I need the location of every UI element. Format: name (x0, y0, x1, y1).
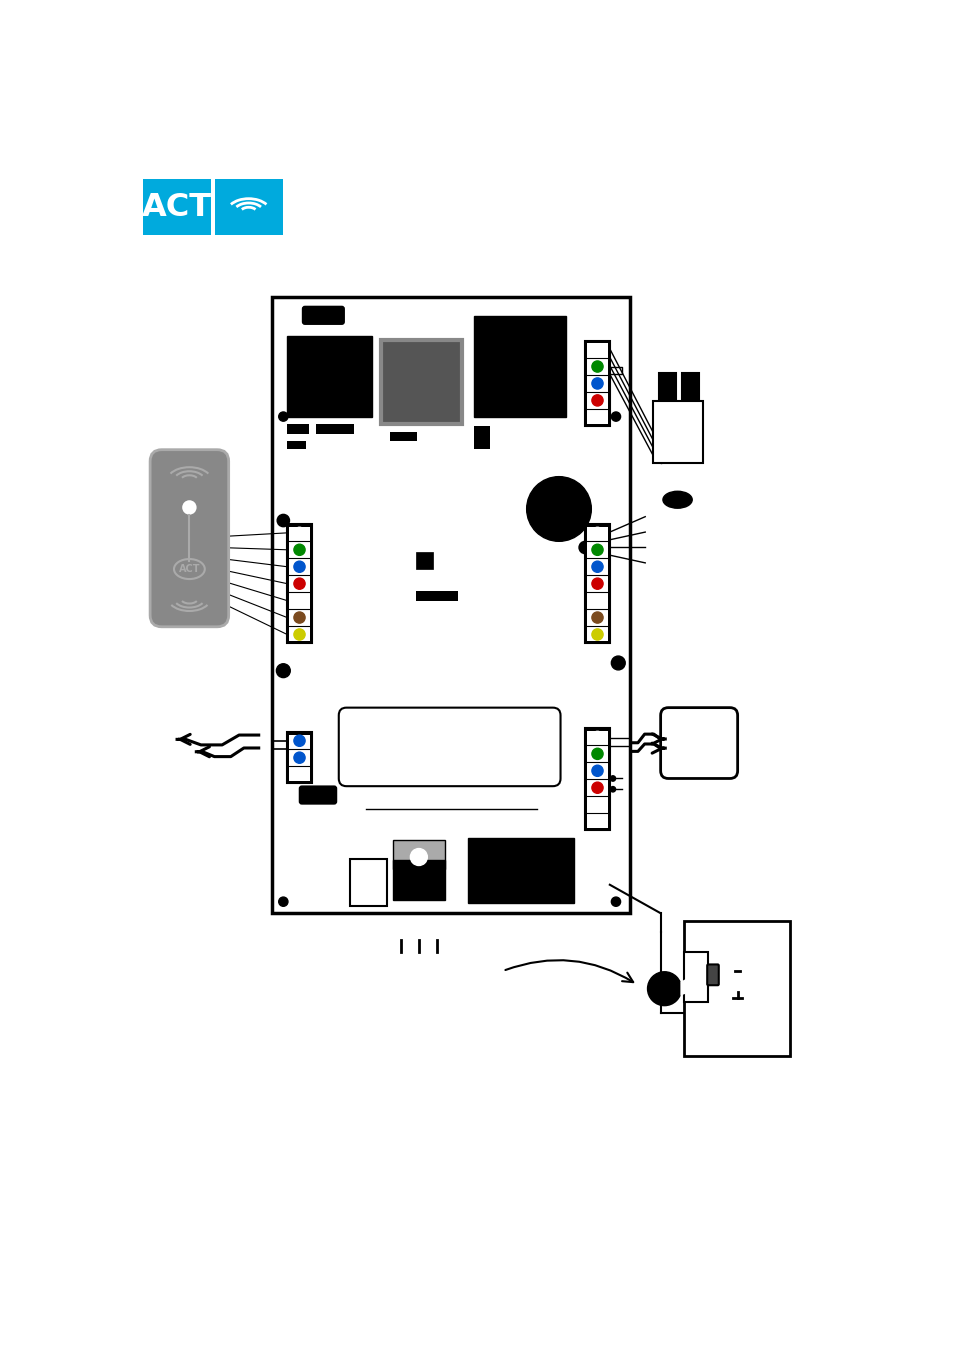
FancyBboxPatch shape (659, 708, 737, 779)
Circle shape (578, 542, 591, 554)
Bar (289, 735, 309, 781)
Circle shape (591, 561, 602, 573)
Circle shape (647, 972, 680, 1006)
Bar (214, 180, 282, 234)
Circle shape (591, 578, 602, 589)
Circle shape (294, 628, 305, 640)
Bar (389, 432, 416, 441)
Circle shape (294, 594, 305, 607)
Circle shape (276, 663, 290, 677)
Circle shape (294, 527, 305, 539)
Bar (416, 590, 457, 601)
Bar (683, 921, 789, 1056)
Circle shape (728, 994, 745, 1010)
Bar (393, 839, 444, 869)
Circle shape (526, 477, 591, 542)
Circle shape (591, 344, 602, 355)
Circle shape (278, 412, 288, 421)
Bar (473, 317, 565, 417)
Text: ACT: ACT (142, 192, 212, 222)
Circle shape (277, 515, 289, 527)
Bar (381, 340, 461, 424)
Bar (289, 527, 309, 640)
Circle shape (732, 971, 742, 982)
Circle shape (278, 898, 288, 906)
Bar (587, 731, 607, 827)
Bar (683, 952, 708, 1002)
Bar (416, 552, 433, 569)
Bar (473, 425, 490, 450)
Bar (584, 524, 609, 643)
Circle shape (591, 412, 602, 422)
Circle shape (591, 765, 602, 776)
FancyBboxPatch shape (706, 964, 718, 986)
Bar (652, 401, 702, 463)
Bar (587, 344, 607, 424)
Circle shape (591, 544, 602, 555)
Circle shape (294, 735, 305, 746)
Circle shape (591, 594, 602, 607)
Circle shape (298, 825, 333, 858)
Circle shape (611, 657, 624, 670)
Circle shape (294, 751, 305, 764)
Bar (287, 441, 306, 450)
Ellipse shape (662, 492, 692, 508)
Bar (287, 524, 312, 643)
Bar (315, 424, 354, 433)
Circle shape (591, 527, 602, 539)
Bar (584, 341, 609, 425)
FancyBboxPatch shape (338, 708, 560, 787)
Circle shape (591, 395, 602, 406)
Bar (287, 733, 312, 783)
Circle shape (294, 769, 305, 780)
Polygon shape (680, 976, 692, 994)
Circle shape (294, 612, 305, 623)
Bar (468, 838, 574, 903)
Bar (393, 860, 444, 900)
Circle shape (294, 561, 305, 573)
Bar (287, 336, 372, 417)
Circle shape (591, 362, 602, 372)
FancyArrowPatch shape (505, 960, 633, 982)
Bar (143, 180, 211, 234)
FancyBboxPatch shape (301, 306, 345, 325)
Bar (272, 298, 629, 913)
Bar (587, 527, 607, 640)
Circle shape (591, 783, 602, 793)
Bar (584, 728, 609, 830)
Circle shape (610, 776, 615, 781)
FancyBboxPatch shape (150, 450, 229, 627)
Bar (349, 860, 386, 906)
Circle shape (591, 799, 602, 810)
Circle shape (591, 378, 602, 389)
Circle shape (183, 501, 195, 513)
FancyBboxPatch shape (298, 785, 336, 804)
Circle shape (291, 816, 340, 867)
Circle shape (611, 898, 620, 906)
Bar (681, 372, 699, 416)
Circle shape (410, 849, 427, 865)
Circle shape (591, 816, 602, 827)
Circle shape (610, 787, 615, 792)
Bar (659, 372, 676, 416)
Circle shape (294, 544, 305, 555)
Text: ACT: ACT (178, 565, 200, 574)
Circle shape (591, 731, 602, 742)
Bar (287, 424, 309, 433)
Circle shape (611, 412, 620, 421)
Circle shape (591, 749, 602, 760)
Circle shape (591, 628, 602, 640)
Circle shape (591, 612, 602, 623)
Circle shape (294, 578, 305, 589)
